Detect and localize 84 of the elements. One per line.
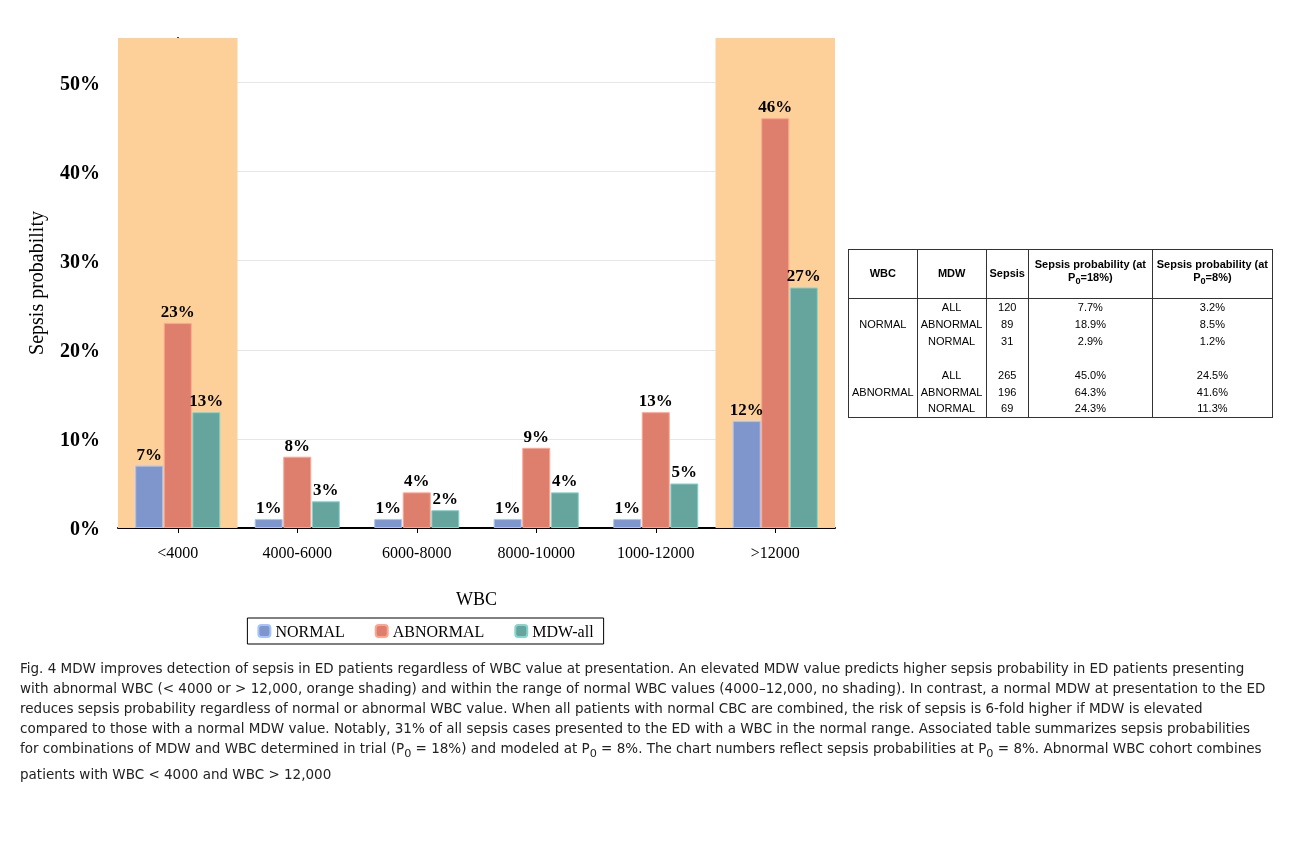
y-axis-title: Sepsis probability [25, 211, 48, 355]
data-label: 8% [284, 435, 310, 455]
data-label: 3% [313, 480, 339, 500]
data-label: 1% [255, 498, 282, 518]
y-tick-label: 20% [60, 338, 100, 361]
y-tick-label: 10% [60, 427, 100, 450]
bar [283, 456, 312, 528]
bar [254, 519, 283, 528]
category-label: WBC [848, 249, 918, 298]
category-label: Sepsis probability (at P$_{0}$=18%) [1028, 249, 1153, 298]
data-label: 23% [160, 302, 195, 322]
text: 45.0% [1074, 368, 1106, 381]
text: 120 [998, 300, 1017, 313]
text: 69 [1001, 402, 1014, 415]
text: NORMAL [928, 334, 976, 347]
bar [613, 519, 642, 528]
text: ABNORMAL [920, 385, 983, 398]
text: NORMAL [859, 317, 907, 330]
x-tick-label: 8000-10000 [497, 543, 575, 561]
x-tick-label: <4000 [157, 543, 199, 561]
text: 8.5% [1199, 317, 1225, 330]
data-label: 5% [671, 462, 698, 482]
text: 265 [998, 368, 1017, 381]
x-tick-label: >12000 [750, 543, 800, 561]
data-label: 13% [638, 391, 673, 411]
bar [135, 465, 164, 528]
text: ABNORMAL [920, 317, 983, 330]
y-tick-label: 0% [70, 517, 100, 539]
text: 196 [998, 385, 1017, 398]
bar [522, 447, 551, 528]
text: 31 [1001, 334, 1014, 347]
text: Fig. 4 MDW improves detection of sepsis in ED patients regardless of WBC value at presentation. An elevated MDW value predicts higher sepsis probability in ED patients presenting with abnormal WBC (< 4000 or > 12,000, orange shading) and within the range of normal WBC values (4000–12,000, no shading). In contrast, a normal MDW at presentation to the ED reduces sepsis probability regardless of normal or abnormal WBC value. When all patients with normal CBC are combined, the risk of sepsis is 6-fold higher if MDW is elevated compared to those with a normal MDW value. Notably, 31% of all sepsis cases presented to the ED with a WBC in the normal range. Associated table summarizes sepsis probabilities for combinations of MDW and WBC determined in trial (P$_{0}$ = 18%) and modeled at P$_{0}$ = 8%. The chart numbers reflect sepsis probabilities at P$_{0}$ = 8%. Abnormal WBC cohort combines patients with WBC < 4000 and WBC > 12,000 [20, 660, 1266, 782]
x-tick-label: 4000-6000 [262, 543, 332, 561]
legend-label: MDW-all [532, 622, 595, 640]
x-tick-label: 6000-8000 [382, 543, 452, 561]
legend-label: NORMAL [275, 622, 345, 640]
bar [641, 412, 670, 528]
bar [192, 412, 221, 528]
bar [670, 483, 699, 528]
x-axis-title: WBC [455, 589, 498, 609]
text: 11.3% [1197, 402, 1228, 415]
text: NORMAL [928, 402, 976, 415]
data-label: 46% [758, 97, 793, 117]
legend-label: ABNORMAL [392, 622, 485, 640]
data-label: 2% [432, 489, 459, 509]
text: 18.9% [1074, 317, 1106, 330]
text: 89 [1001, 317, 1014, 330]
bar [431, 510, 460, 528]
data-label: 1% [494, 498, 521, 518]
data-label: 4% [552, 471, 578, 491]
text: ABNORMAL [852, 385, 914, 398]
data-label: 12% [729, 400, 764, 420]
bar [402, 492, 431, 528]
bar [163, 323, 192, 528]
text: 24.5% [1196, 368, 1228, 381]
data-label: 4% [404, 471, 430, 491]
text: ALL [941, 300, 962, 313]
category-label: Sepsis probability (at P$_{0}$=8%) [1152, 249, 1273, 298]
bar [311, 501, 340, 528]
text: 24.3% [1074, 402, 1106, 415]
x-tick-label: 1000-12000 [617, 543, 695, 561]
y-tick-label: 30% [60, 249, 100, 272]
bar [493, 519, 522, 528]
y-tick-label: 50% [60, 71, 100, 94]
data-label: 1% [614, 498, 640, 518]
bar [550, 492, 579, 528]
bar [732, 421, 761, 528]
data-label: 7% [136, 444, 162, 464]
bar [789, 287, 818, 528]
data-label: 13% [189, 391, 224, 411]
text: 41.6% [1196, 385, 1228, 398]
category-label: Sepsis [986, 249, 1029, 298]
y-tick-label: 40% [60, 160, 100, 183]
category-label: MDW [917, 249, 986, 298]
data-label: 27% [786, 266, 821, 286]
data-label: 1% [375, 498, 401, 518]
bar [374, 519, 403, 528]
text: 7.7% [1077, 300, 1103, 313]
text: 64.3% [1074, 385, 1106, 398]
text: 1.2% [1199, 334, 1225, 347]
data-label: 9% [523, 426, 549, 446]
text: ALL [941, 368, 962, 381]
text: 2.9% [1077, 334, 1103, 347]
text: 3.2% [1199, 300, 1225, 313]
